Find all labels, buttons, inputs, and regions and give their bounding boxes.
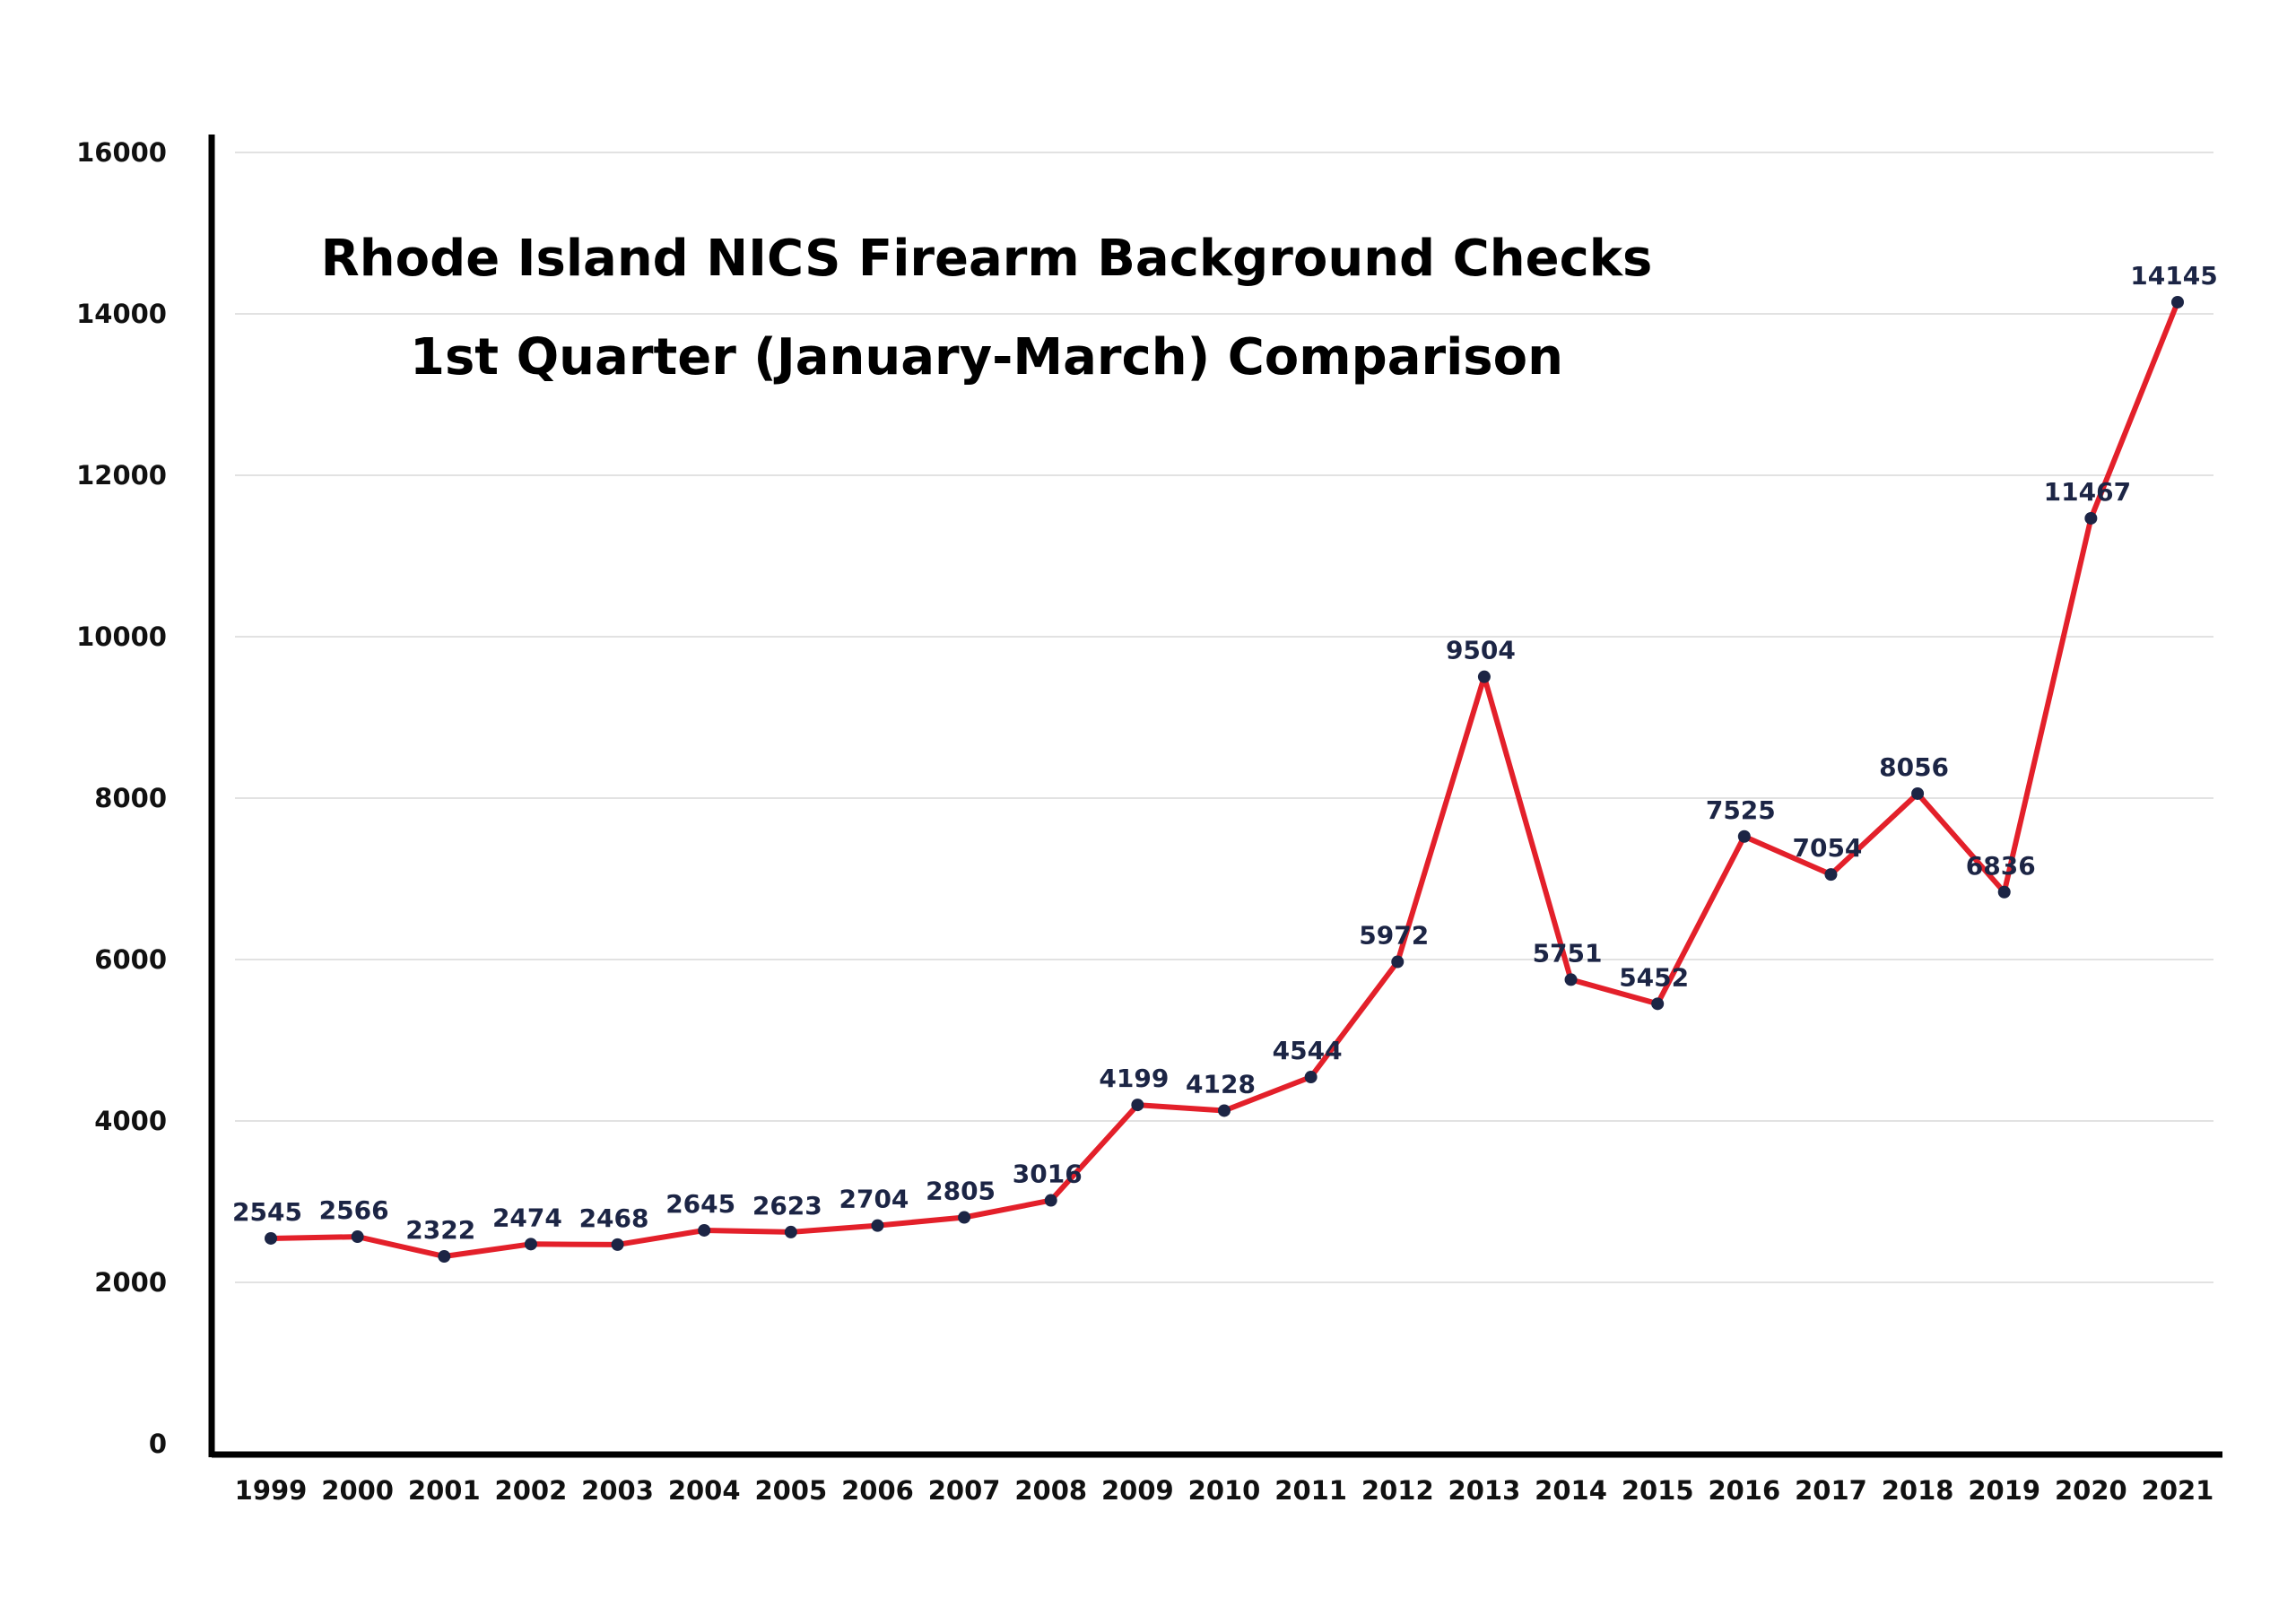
x-tick-label: 2010	[1188, 1475, 1261, 1506]
data-point	[351, 1230, 364, 1244]
data-label: 4128	[1186, 1069, 1256, 1099]
x-tick-label: 1999	[235, 1475, 308, 1506]
data-point	[1131, 1099, 1144, 1112]
data-label: 11467	[2044, 477, 2131, 507]
data-point	[1044, 1194, 1057, 1207]
data-label: 9504	[1446, 636, 1516, 665]
data-point	[438, 1250, 451, 1264]
data-point-markers	[265, 295, 2184, 1264]
data-point	[1997, 885, 2011, 899]
x-tick-label: 2013	[1448, 1475, 1521, 1506]
y-tick-label: 14000	[76, 299, 167, 329]
x-tick-label: 2015	[1622, 1475, 1694, 1506]
data-label: 4544	[1273, 1036, 1343, 1065]
x-tick-label: 2002	[495, 1475, 568, 1506]
data-label: 2704	[839, 1185, 909, 1214]
y-tick-label: 6000	[94, 944, 167, 975]
y-tick-label: 8000	[94, 783, 167, 813]
x-tick-label: 2006	[841, 1475, 914, 1506]
data-point	[1824, 868, 1838, 882]
x-tick-label: 2012	[1361, 1475, 1434, 1506]
data-label: 6836	[1966, 851, 2036, 881]
x-tick-label: 2018	[1882, 1475, 1954, 1506]
data-label: 2545	[232, 1197, 302, 1227]
x-tick-label: 2021	[2142, 1475, 2214, 1506]
x-tick-label: 2007	[928, 1475, 1001, 1506]
y-tick-label: 10000	[76, 621, 167, 652]
x-tick-label: 2009	[1101, 1475, 1174, 1506]
data-label: 2623	[752, 1191, 822, 1220]
data-label: 7525	[1706, 795, 1776, 825]
data-point	[611, 1238, 624, 1251]
chart-title: Rhode Island NICS Firearm Background Che…	[321, 230, 1653, 288]
data-label: 5452	[1619, 962, 1689, 992]
x-tick-label: 2004	[668, 1475, 741, 1506]
data-label: 2566	[319, 1195, 389, 1225]
data-point	[1911, 786, 1925, 800]
data-label: 2805	[926, 1177, 996, 1206]
data-point	[1218, 1104, 1231, 1117]
data-point	[698, 1223, 711, 1237]
data-label: 2322	[405, 1215, 475, 1245]
data-labels: 2545 2566 2322 2474 2468 2645 2623 2704 2805 3016…	[232, 261, 2218, 1245]
data-point	[1651, 997, 1665, 1011]
data-point	[1304, 1071, 1318, 1084]
data-point	[2084, 511, 2098, 525]
y-tick-label: 12000	[76, 460, 167, 491]
data-point	[1737, 830, 1751, 843]
y-tick-label: 2000	[94, 1267, 167, 1298]
data-point	[2171, 295, 2184, 308]
x-tick-label: 2001	[408, 1475, 481, 1506]
data-point	[784, 1225, 797, 1238]
x-tick-label: 2019	[1968, 1475, 2040, 1506]
data-label: 2645	[665, 1189, 735, 1219]
x-tick-label: 2005	[754, 1475, 827, 1506]
y-tick-label: 4000	[94, 1106, 167, 1136]
data-label: 5751	[1533, 938, 1603, 968]
data-label: 3016	[1013, 1160, 1083, 1189]
y-axis-tick-labels: 0 2000 4000 6000 8000 10000 12000 14000 16000	[76, 137, 167, 1459]
y-tick-label: 16000	[76, 137, 167, 168]
data-label: 7054	[1792, 833, 1862, 863]
data-point	[524, 1238, 537, 1251]
data-label: 8056	[1879, 752, 1949, 782]
x-tick-label: 2017	[1795, 1475, 1867, 1506]
x-tick-label: 2016	[1708, 1475, 1780, 1506]
data-label: 2468	[579, 1203, 649, 1233]
x-tick-label: 2020	[2055, 1475, 2127, 1506]
data-point	[958, 1211, 971, 1224]
data-point	[871, 1219, 884, 1232]
x-tick-label: 2014	[1535, 1475, 1607, 1506]
data-label: 4199	[1099, 1064, 1169, 1093]
x-tick-label: 2000	[321, 1475, 394, 1506]
data-point	[1564, 973, 1578, 986]
gridlines	[235, 152, 2213, 1283]
data-point	[1477, 670, 1491, 683]
data-label: 14145	[2130, 261, 2217, 291]
x-tick-label: 2011	[1274, 1475, 1347, 1506]
x-axis-tick-labels: 1999 2000 2001 2002 2003 2004 2005 2006 2007 2008…	[235, 1475, 2214, 1506]
data-point	[265, 1231, 277, 1245]
data-label: 2474	[492, 1203, 562, 1232]
data-label: 5972	[1359, 921, 1429, 951]
chart-subtitle: 1st Quarter (January-March) Comparison	[410, 328, 1563, 387]
x-tick-label: 2003	[581, 1475, 654, 1506]
y-tick-label: 0	[149, 1429, 167, 1459]
data-point	[1391, 955, 1405, 969]
x-tick-label: 2008	[1014, 1475, 1087, 1506]
